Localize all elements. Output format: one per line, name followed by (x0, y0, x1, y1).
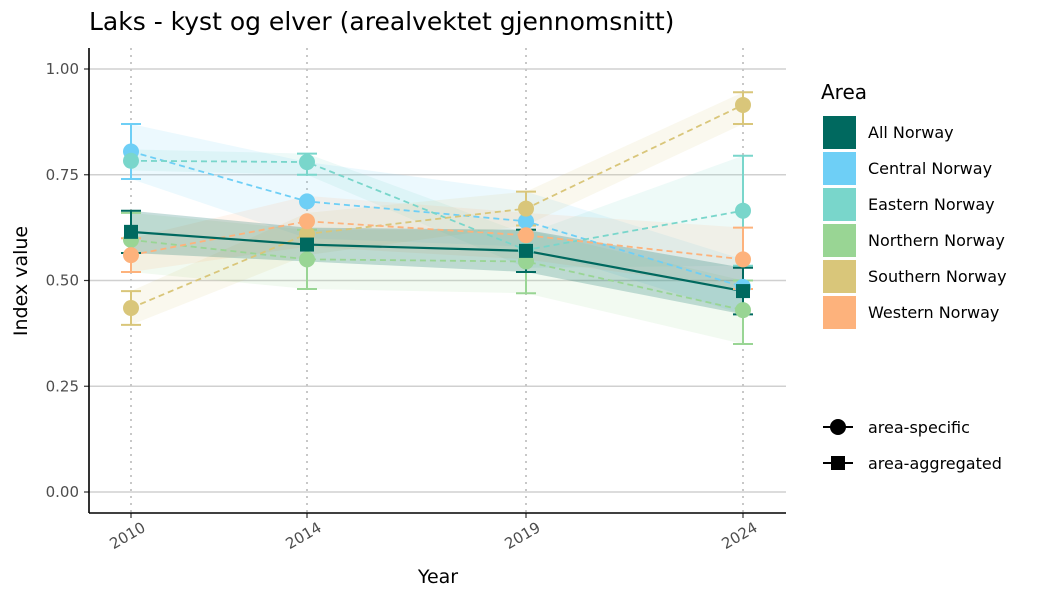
data-point-circle (299, 154, 315, 171)
data-point-square (519, 243, 533, 258)
legend-label: Central Norway (868, 159, 992, 178)
legend-label: Eastern Norway (868, 195, 995, 214)
data-points (123, 96, 751, 319)
legend-title: Area (821, 80, 867, 104)
legend-key (823, 224, 856, 257)
x-tick-label: 2010 (106, 518, 148, 553)
y-tick-label: 0.75 (46, 166, 79, 184)
data-point-circle (123, 247, 139, 264)
data-point-circle (123, 299, 139, 316)
y-tick-label: 0.00 (46, 483, 79, 501)
legend-key (823, 116, 856, 149)
x-tick-label: 2014 (282, 518, 324, 553)
legend-label: Southern Norway (868, 267, 1007, 286)
series-line (130, 150, 744, 288)
legend-key (823, 260, 856, 293)
series-lines (130, 104, 744, 311)
chart-title: Laks - kyst og elver (arealvektet gjenno… (89, 7, 674, 36)
confidence-band (131, 210, 743, 315)
series-line (130, 104, 744, 309)
data-point-circle (735, 96, 751, 113)
legend-key (823, 188, 856, 221)
y-tick-label: 0.50 (46, 272, 79, 290)
data-point-circle (735, 202, 751, 219)
data-point-circle (299, 213, 315, 230)
confidence-band (131, 92, 743, 325)
y-axis-title: Index value (10, 226, 32, 336)
legend-shape-label: area-aggregated (868, 454, 1002, 473)
legend-label: Northern Norway (868, 231, 1005, 250)
series-line (130, 230, 744, 293)
data-point-circle (518, 213, 534, 230)
data-point-circle (735, 251, 751, 268)
confidence-band (131, 195, 743, 289)
data-point-square (736, 284, 750, 299)
data-point-circle (299, 193, 315, 210)
legend: Area All Norway Central Norway Eastern Nor… (821, 80, 1007, 473)
legend-label: Western Norway (868, 303, 999, 322)
data-point-circle (518, 227, 534, 244)
y-tick-label: 1.00 (46, 60, 79, 78)
series-line (130, 159, 744, 251)
data-point-circle (123, 152, 139, 169)
legend-key (823, 296, 856, 329)
y-tick-label: 0.25 (46, 377, 79, 395)
x-tick-label: 2019 (501, 518, 543, 553)
data-point-square (124, 224, 138, 239)
data-point-square (300, 237, 314, 252)
data-point-circle (518, 200, 534, 217)
confidence-band (131, 149, 743, 268)
confidence-band (131, 212, 743, 344)
data-point-circle (299, 251, 315, 268)
legend-shape-square (831, 456, 845, 470)
legend-shape-label: area-specific (868, 418, 970, 437)
legend-key (823, 152, 856, 185)
x-axis-title: Year (417, 566, 458, 588)
x-tick-label: 2024 (718, 518, 760, 553)
legend-shape-circle (830, 419, 846, 435)
data-point-circle (735, 302, 751, 319)
legend-label: All Norway (868, 123, 954, 142)
